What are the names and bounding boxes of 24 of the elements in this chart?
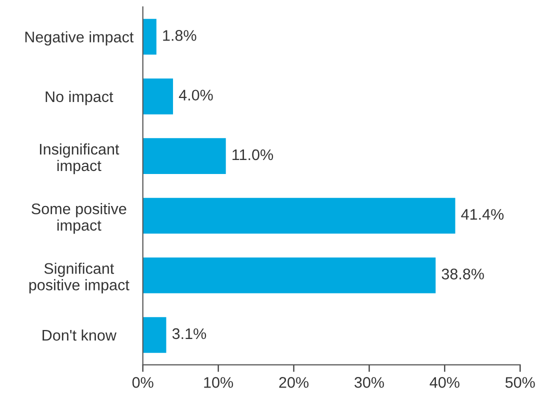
data-label: 3.1% bbox=[172, 328, 206, 340]
y-tick-label: Some positive impact bbox=[32, 203, 126, 234]
bar bbox=[142, 78, 174, 114]
x-tick-label: 20% bbox=[279, 377, 308, 388]
data-label: 4.0% bbox=[178, 90, 213, 101]
x-tick-label: 10% bbox=[204, 377, 234, 388]
data-label: 38.8% bbox=[442, 268, 484, 280]
bar bbox=[142, 317, 166, 353]
x-tick-label: 40% bbox=[430, 377, 460, 388]
x-tick-label: 50% bbox=[505, 377, 535, 388]
data-label: 1.8% bbox=[163, 30, 196, 41]
bar bbox=[142, 18, 156, 55]
x-tick-label: 0% bbox=[132, 377, 154, 388]
data-label: 41.4% bbox=[461, 209, 504, 220]
y-tick-label: Significant positive impact bbox=[29, 262, 130, 294]
bar bbox=[142, 138, 226, 174]
x-tick-label: 30% bbox=[354, 377, 384, 388]
y-tick-label: Don't know bbox=[42, 329, 116, 341]
bar bbox=[142, 257, 436, 294]
y-tick-label: No impact bbox=[46, 90, 114, 106]
y-tick-label: Insignificant impact bbox=[40, 143, 120, 174]
y-tick-label: Negative impact bbox=[25, 31, 134, 46]
bar bbox=[142, 198, 456, 234]
data-label: 11.0% bbox=[232, 149, 274, 160]
